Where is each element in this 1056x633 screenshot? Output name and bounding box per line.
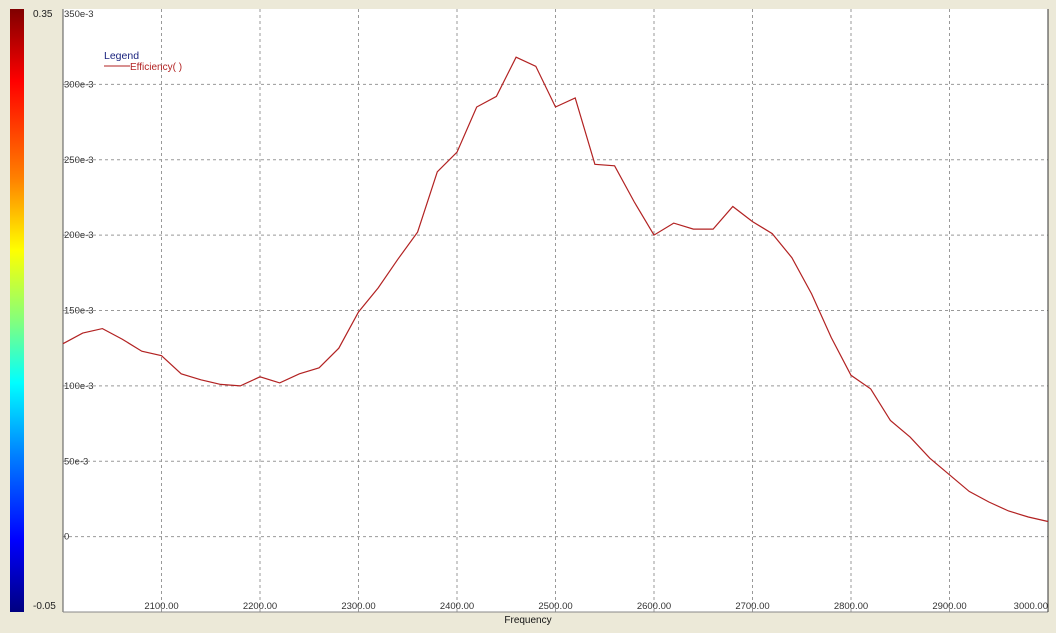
x-axis-label: Frequency (504, 615, 552, 626)
y-tick-label: 0 (64, 532, 69, 543)
x-tick-label: 2100.00 (144, 601, 178, 612)
x-tick-label: 2600.00 (637, 601, 671, 612)
x-tick-label: 2900.00 (932, 601, 966, 612)
colorbar-min-label: -0.05 (33, 601, 56, 612)
y-tick-label: 150e-3 (64, 306, 94, 317)
legend-entry: Efficiency( ) (130, 62, 182, 73)
colorbar-max-label: 0.35 (33, 9, 53, 20)
x-tick-label: 2800.00 (834, 601, 868, 612)
y-tick-label: 250e-3 (64, 155, 94, 166)
y-tick-label: 300e-3 (64, 79, 94, 90)
y-tick-label: 200e-3 (64, 230, 94, 241)
y-tick-label: 50e-3 (64, 456, 88, 467)
x-tick-label: 3000.00 (1014, 601, 1048, 612)
x-tick-label: 2400.00 (440, 601, 474, 612)
x-tick-label: 2500.00 (538, 601, 572, 612)
x-tick-label: 2300.00 (341, 601, 375, 612)
colorbar (10, 9, 24, 612)
y-tick-label: 100e-3 (64, 381, 94, 392)
x-tick-label: 2700.00 (735, 601, 769, 612)
series-line (62, 56, 1049, 523)
y-tick-label: 350e-3 (64, 9, 94, 20)
x-tick-label: 2200.00 (243, 601, 277, 612)
legend-title: Legend (104, 50, 139, 62)
